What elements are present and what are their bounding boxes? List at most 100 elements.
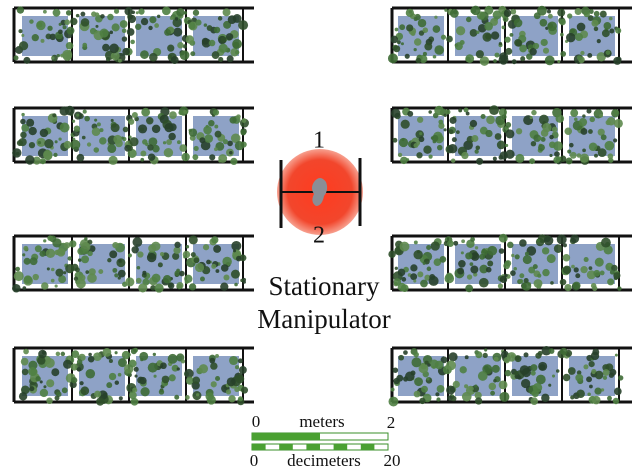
leaf bbox=[15, 267, 20, 272]
leaf bbox=[215, 269, 219, 273]
leaf bbox=[179, 271, 185, 277]
leaf bbox=[547, 21, 557, 31]
leaf bbox=[118, 270, 126, 278]
leaf bbox=[140, 358, 143, 361]
leaf bbox=[414, 240, 418, 244]
leaf bbox=[530, 397, 538, 405]
leaf bbox=[584, 11, 590, 17]
leaf bbox=[544, 236, 553, 245]
leaf bbox=[38, 141, 41, 144]
leaf bbox=[149, 53, 158, 62]
leaf bbox=[414, 391, 421, 398]
leaf bbox=[579, 118, 587, 126]
leaf bbox=[131, 348, 137, 354]
leaf bbox=[195, 263, 204, 272]
leaf bbox=[564, 127, 572, 135]
leaf bbox=[134, 367, 139, 372]
leaf bbox=[499, 55, 509, 65]
leaf bbox=[67, 256, 71, 260]
leaf bbox=[475, 351, 482, 358]
leaf bbox=[71, 377, 77, 383]
leaf bbox=[395, 267, 398, 270]
leaf bbox=[591, 352, 599, 360]
leaf bbox=[401, 120, 410, 129]
leaf bbox=[498, 155, 503, 160]
leaf bbox=[589, 143, 598, 152]
leaf bbox=[65, 106, 75, 116]
plant-row bbox=[12, 106, 254, 165]
leaf bbox=[40, 129, 48, 137]
leaf bbox=[228, 15, 237, 24]
leaf bbox=[583, 364, 588, 369]
leaf bbox=[30, 257, 38, 265]
leaf bbox=[479, 278, 489, 288]
leaf bbox=[76, 14, 80, 18]
leaf bbox=[431, 241, 440, 250]
leaf bbox=[449, 129, 454, 134]
leaf bbox=[471, 6, 481, 16]
leaf bbox=[563, 266, 571, 274]
leaf bbox=[148, 244, 156, 252]
leaf bbox=[41, 39, 45, 43]
leaf bbox=[470, 120, 477, 127]
leaf bbox=[132, 387, 137, 392]
decimeters-segment bbox=[306, 444, 320, 450]
leaf bbox=[82, 136, 86, 140]
leaf bbox=[595, 258, 604, 267]
leaf bbox=[434, 45, 444, 55]
leaf bbox=[41, 282, 48, 289]
leaf bbox=[426, 377, 429, 380]
leaf bbox=[229, 151, 232, 154]
leaf bbox=[474, 149, 478, 153]
leaf bbox=[563, 243, 567, 247]
leaf bbox=[456, 130, 460, 134]
leaf bbox=[242, 118, 247, 123]
leaf bbox=[74, 125, 80, 131]
leaf bbox=[22, 369, 29, 376]
leaf bbox=[613, 272, 620, 279]
leaf bbox=[131, 398, 139, 406]
leaf bbox=[418, 19, 426, 27]
leaf bbox=[40, 389, 48, 397]
leaf bbox=[209, 154, 215, 160]
leaf bbox=[545, 55, 555, 65]
leaf bbox=[505, 370, 511, 376]
leaf bbox=[219, 44, 228, 53]
leaf bbox=[120, 20, 128, 28]
leaf bbox=[433, 25, 441, 33]
leaf bbox=[538, 136, 542, 140]
leaf bbox=[96, 398, 104, 406]
leaf bbox=[157, 15, 160, 18]
leaf bbox=[83, 110, 87, 114]
leaf bbox=[436, 397, 440, 401]
leaf bbox=[99, 128, 103, 132]
leaf bbox=[136, 278, 142, 284]
greenhouse-diagram: 1 2 Stationary Manipulator 0 meters 2 0 … bbox=[0, 0, 634, 472]
leaf bbox=[234, 387, 239, 392]
leaf bbox=[177, 140, 181, 144]
leaf bbox=[115, 381, 119, 385]
leaf bbox=[547, 254, 556, 263]
leaf bbox=[60, 123, 70, 133]
leaf bbox=[142, 271, 146, 275]
leaf bbox=[417, 271, 423, 277]
leaf bbox=[33, 274, 39, 280]
leaf bbox=[53, 9, 61, 17]
leaf bbox=[160, 362, 167, 369]
leaf bbox=[461, 251, 464, 254]
leaf bbox=[522, 368, 531, 377]
leaf bbox=[466, 17, 472, 23]
leaf bbox=[406, 158, 409, 161]
leaf bbox=[118, 59, 122, 63]
leaf bbox=[214, 27, 220, 33]
leaf bbox=[414, 38, 421, 45]
leaf bbox=[51, 56, 54, 59]
leaf bbox=[602, 29, 610, 37]
leaf bbox=[223, 274, 229, 280]
leaf bbox=[511, 354, 515, 358]
leaf bbox=[137, 251, 143, 257]
leaf bbox=[499, 248, 505, 254]
leaf bbox=[401, 42, 404, 45]
leaf bbox=[554, 151, 560, 157]
leaf bbox=[571, 265, 575, 269]
